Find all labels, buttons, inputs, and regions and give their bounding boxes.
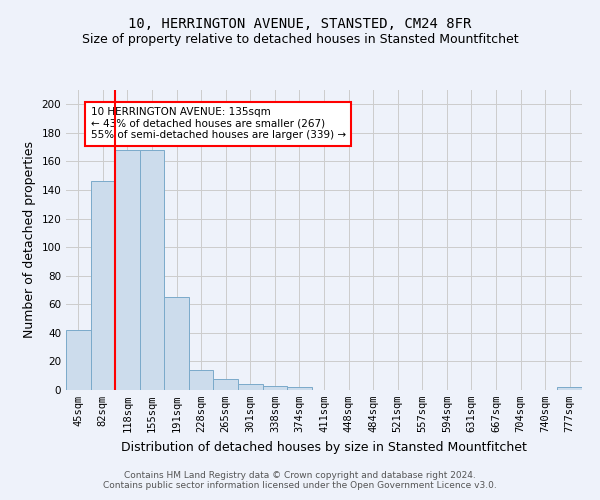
Bar — [140, 150, 164, 390]
Bar — [238, 384, 263, 390]
Text: 10 HERRINGTON AVENUE: 135sqm
← 43% of detached houses are smaller (267)
55% of s: 10 HERRINGTON AVENUE: 135sqm ← 43% of de… — [91, 107, 346, 140]
Bar — [115, 150, 140, 390]
Bar — [287, 387, 312, 390]
X-axis label: Distribution of detached houses by size in Stansted Mountfitchet: Distribution of detached houses by size … — [121, 440, 527, 454]
Bar — [557, 387, 582, 390]
Bar — [263, 386, 287, 390]
Text: Size of property relative to detached houses in Stansted Mountfitchet: Size of property relative to detached ho… — [82, 32, 518, 46]
Bar — [164, 297, 189, 390]
Bar — [66, 330, 91, 390]
Bar — [189, 370, 214, 390]
Bar — [91, 182, 115, 390]
Y-axis label: Number of detached properties: Number of detached properties — [23, 142, 36, 338]
Text: Contains HM Land Registry data © Crown copyright and database right 2024.
Contai: Contains HM Land Registry data © Crown c… — [103, 470, 497, 490]
Bar — [214, 378, 238, 390]
Text: 10, HERRINGTON AVENUE, STANSTED, CM24 8FR: 10, HERRINGTON AVENUE, STANSTED, CM24 8F… — [128, 18, 472, 32]
